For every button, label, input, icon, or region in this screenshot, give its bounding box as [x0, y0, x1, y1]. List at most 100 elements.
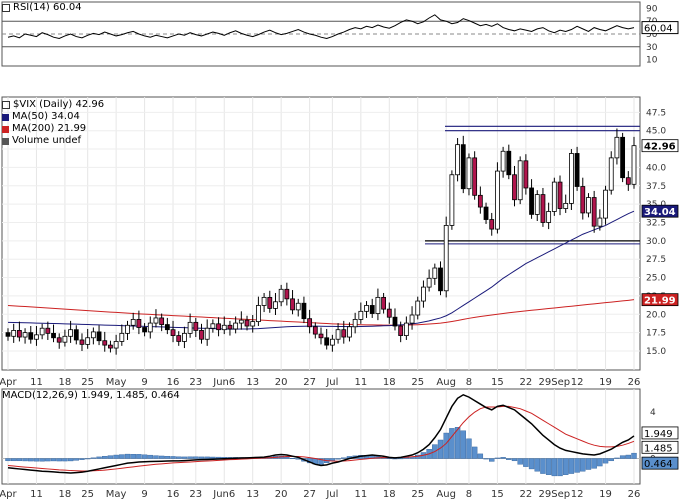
macd-y-tick-label: 4	[650, 408, 656, 418]
price-x-tick-label: 18	[383, 377, 396, 388]
candle-body	[147, 322, 153, 333]
macd-histogram-bar	[318, 458, 324, 465]
candle-body	[267, 296, 273, 309]
ma50-value-tag	[641, 204, 679, 218]
candle-body	[62, 335, 68, 343]
macd-x-tick-label: May	[106, 489, 127, 500]
macd-histogram-bar	[614, 457, 620, 459]
price-y-tick-label: 17.5	[646, 329, 666, 339]
price-x-tick-label: Apr	[0, 377, 18, 388]
candle-body	[34, 334, 39, 340]
macd-histogram-bar	[176, 456, 182, 459]
candle-body	[159, 317, 165, 325]
macd-histogram-bar	[557, 458, 563, 477]
candle-body	[483, 206, 489, 220]
rsi-title: RSI(14) 60.04	[13, 2, 82, 13]
macd-histogram-bar	[136, 454, 142, 459]
macd-histogram-bar	[574, 458, 580, 473]
price-y-tick-label: 15.0	[646, 347, 666, 357]
candle-body	[22, 332, 28, 338]
candle-body	[273, 301, 278, 309]
candle-body	[375, 296, 381, 314]
macd-histogram-bar	[545, 458, 552, 475]
price-y-tick-label: 30.0	[646, 237, 666, 247]
candle-body	[187, 321, 193, 334]
price-panel-frame	[1, 96, 641, 371]
candle-body	[113, 341, 119, 349]
price-y-tick-label: 37.5	[646, 182, 666, 192]
candle-body	[176, 335, 182, 342]
candle-body	[603, 189, 608, 219]
candle-body	[489, 219, 495, 230]
candle-body	[210, 323, 216, 329]
macd-x-tick-label: 25	[81, 489, 94, 500]
macd-histogram-bar	[534, 458, 540, 472]
candle-body	[443, 225, 449, 292]
candle-body	[130, 319, 136, 326]
price-x-tick-label: 16	[167, 377, 180, 388]
volume-legend-label: Volume undef	[12, 135, 82, 146]
candle-body	[261, 296, 267, 306]
candle-body	[398, 325, 404, 336]
candle-body	[358, 310, 364, 320]
candle-body	[5, 332, 11, 337]
macd-x-tick-label: 22	[520, 489, 533, 500]
macd-x-tick-label: 15	[491, 489, 504, 500]
candle-body	[631, 145, 637, 185]
candle-body	[534, 194, 540, 215]
candle-body	[512, 174, 517, 201]
rsi-series-icon	[2, 4, 10, 12]
price-y-tick-label: 40.0	[646, 163, 666, 173]
macd-histogram-bar	[460, 430, 466, 459]
ma50-swatch	[2, 113, 9, 121]
candle-body	[608, 157, 614, 191]
candle-body	[500, 150, 506, 172]
candle-body	[312, 326, 318, 335]
signal-value-tag	[641, 440, 679, 454]
macd-histogram-bar	[528, 458, 535, 470]
candle-body	[580, 186, 586, 214]
price-y-tick-label: 27.5	[646, 255, 666, 265]
macd-histogram-bar	[289, 458, 296, 459]
macd-histogram-bar	[158, 455, 165, 459]
rsi-y-tick-label: 90	[646, 4, 658, 14]
rsi-y-tick-label: 50	[646, 30, 658, 40]
macd-x-tick-label: 9	[141, 489, 147, 500]
macd-histogram-bar	[466, 438, 472, 459]
histogram-value-tag	[641, 456, 679, 470]
macd-histogram-bar	[619, 455, 626, 459]
price-x-tick-label: 25	[411, 377, 424, 388]
candle-body	[45, 327, 51, 334]
candle-body	[586, 197, 591, 214]
candle-body	[569, 153, 574, 204]
candle-body	[620, 136, 626, 179]
macd-histogram-bar	[90, 457, 97, 459]
price-value-label: 42.96	[644, 142, 676, 153]
macd-histogram-bar	[563, 458, 569, 475]
macd-histogram-bar	[335, 458, 341, 460]
price-x-tick-label: 20	[275, 377, 288, 388]
candle-body	[164, 324, 170, 331]
macd-histogram-bar	[50, 458, 57, 462]
rsi-line	[7, 14, 635, 40]
rsi-y-tick-label: 30	[646, 43, 658, 53]
macd-histogram-bar	[96, 456, 102, 459]
ma50-line	[7, 210, 635, 330]
macd-x-tick-label: 23	[189, 489, 202, 500]
candle-body	[193, 321, 199, 331]
candle-body	[182, 332, 187, 342]
macd-histogram-bar	[506, 458, 512, 460]
candle-body	[529, 187, 534, 215]
candle-body	[432, 267, 438, 279]
macd-histogram-bar	[551, 458, 558, 477]
macd-histogram-bar	[130, 454, 136, 459]
macd-histogram-bar	[107, 455, 114, 459]
price-y-tick-label: 32.5	[646, 218, 666, 228]
macd-x-tick-label: 20	[275, 489, 288, 500]
candle-body	[233, 322, 239, 330]
candle-body	[108, 344, 113, 349]
macd-signal-line	[7, 405, 635, 472]
candle-body	[136, 319, 142, 328]
macd-x-tick-label: 11	[30, 489, 43, 500]
rsi-y-tick-label: 10	[646, 56, 658, 66]
